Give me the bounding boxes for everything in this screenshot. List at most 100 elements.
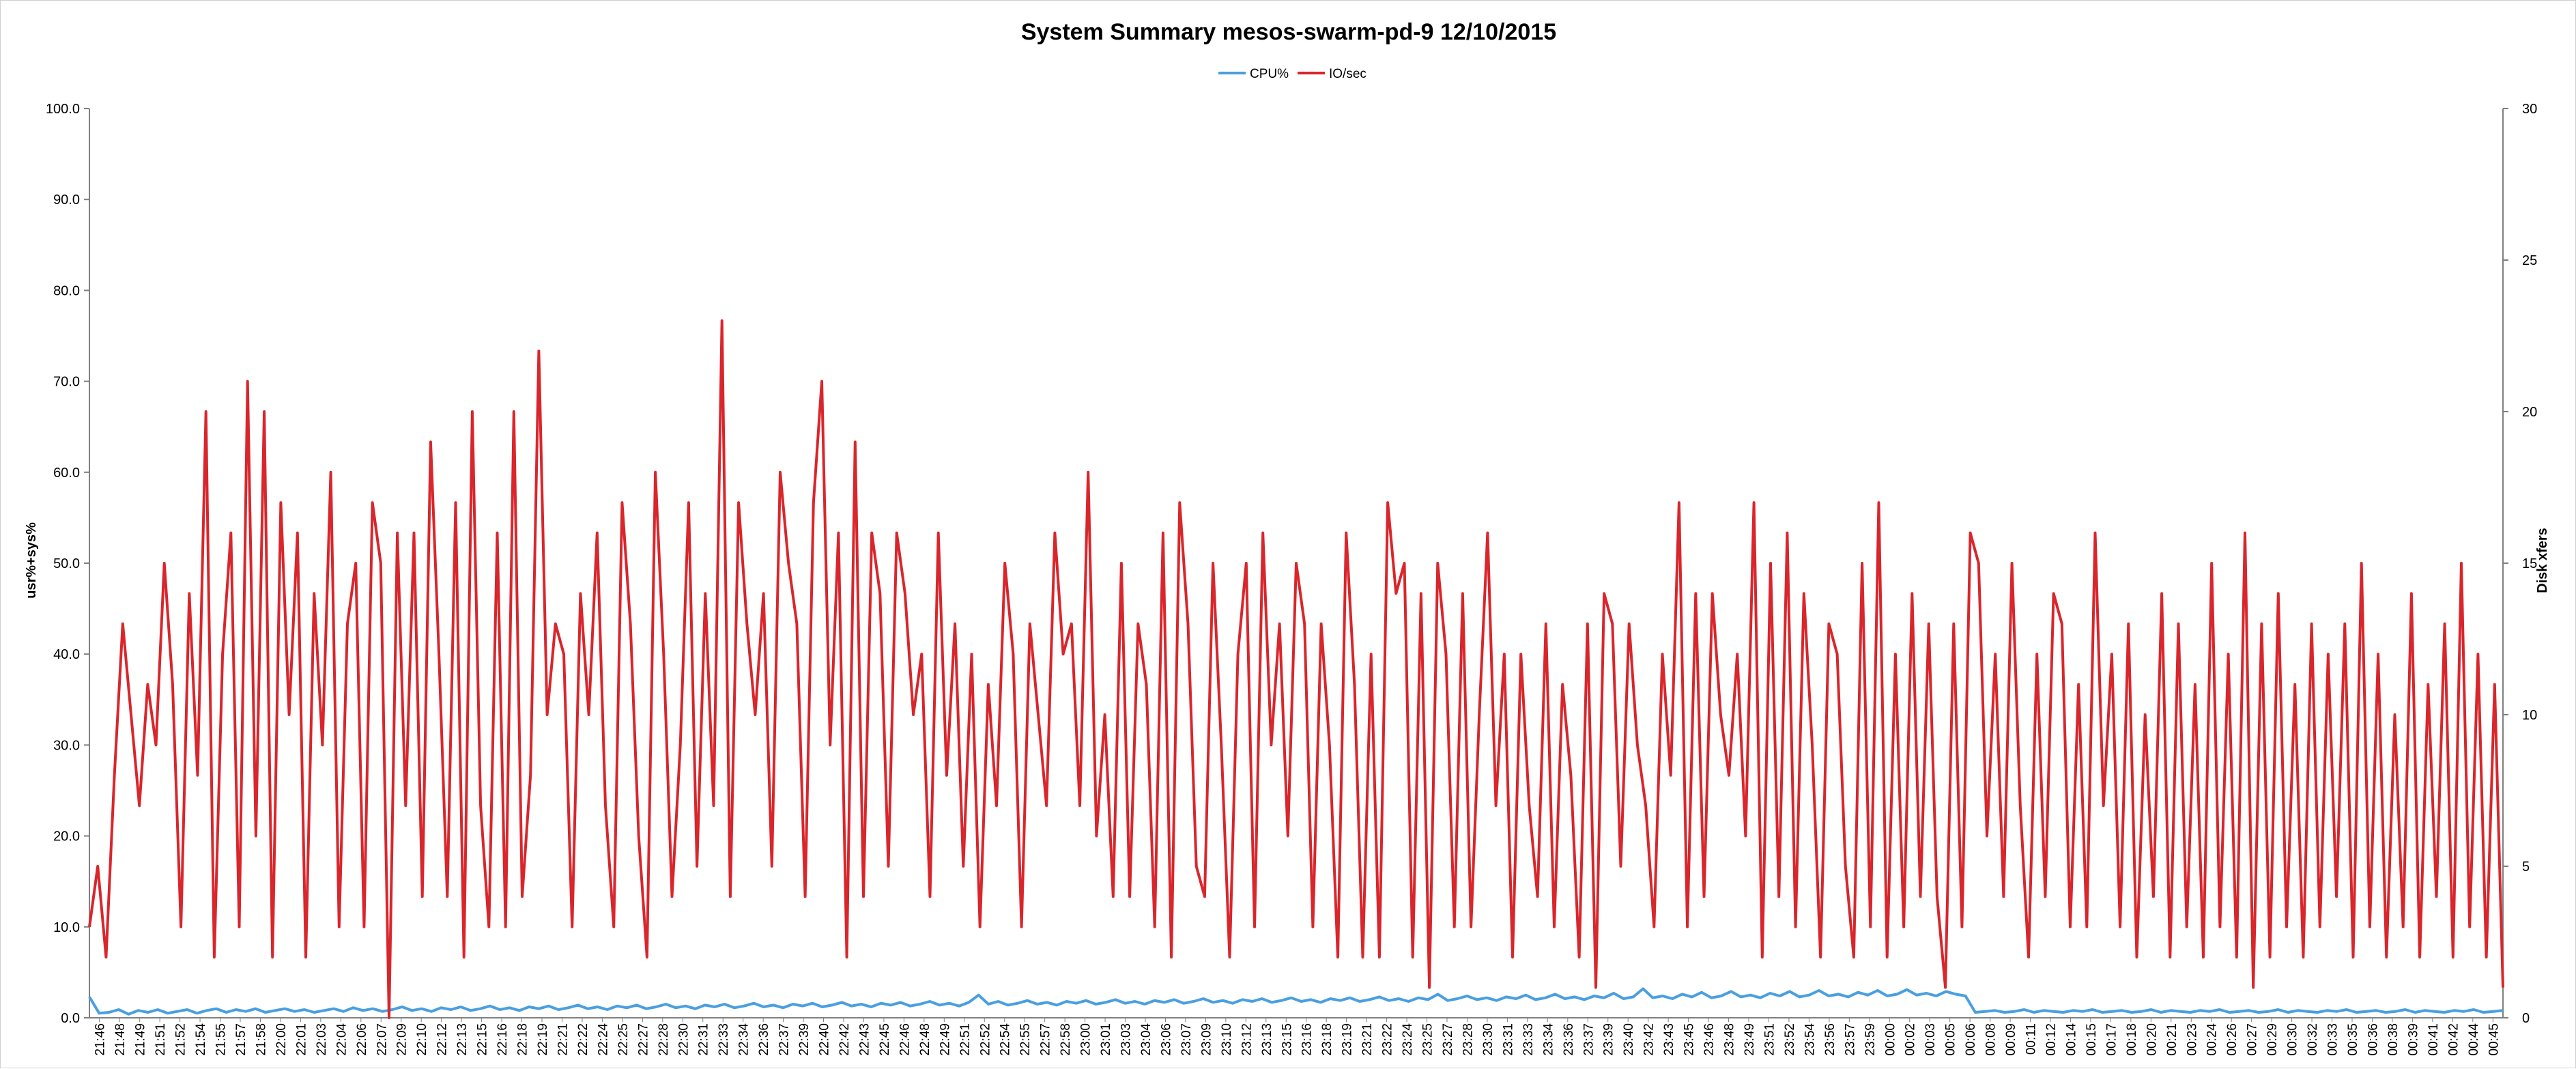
x-tick-label: 23:12 xyxy=(1240,1023,1254,1056)
x-tick-label: 22:39 xyxy=(797,1023,812,1056)
x-tick-label: 23:56 xyxy=(1823,1023,1837,1056)
y-left-tick-label: 60.0 xyxy=(53,466,80,481)
x-tick-label: 00:39 xyxy=(2406,1023,2420,1056)
x-tick-label: 23:59 xyxy=(1863,1023,1878,1056)
x-tick-label: 00:41 xyxy=(2427,1023,2441,1056)
x-tick-label: 23:40 xyxy=(1622,1023,1636,1056)
x-tick-label: 22:19 xyxy=(536,1023,550,1056)
x-tick-label: 23:16 xyxy=(1300,1023,1315,1056)
x-tick-label: 23:10 xyxy=(1220,1023,1234,1056)
x-tick-label: 00:03 xyxy=(1923,1023,1938,1056)
y-left-tick-label: 30.0 xyxy=(53,738,80,753)
legend-io-label: IO/sec xyxy=(1329,67,1366,81)
series-line-cpu xyxy=(88,987,2504,1016)
x-tick-label: 22:04 xyxy=(334,1023,349,1056)
x-tick-label: 00:00 xyxy=(1883,1023,1898,1056)
x-tick-label: 22:34 xyxy=(737,1023,752,1056)
x-tick-label: 22:40 xyxy=(818,1023,832,1056)
x-tick-label: 00:20 xyxy=(2145,1023,2159,1056)
x-tick-label: 22:54 xyxy=(999,1023,1013,1056)
x-tick-label: 22:31 xyxy=(697,1023,711,1056)
x-tick-label: 00:17 xyxy=(2104,1023,2119,1056)
x-tick-label: 22:46 xyxy=(898,1023,912,1056)
x-tick-label: 23:09 xyxy=(1199,1023,1214,1056)
x-tick-label: 23:39 xyxy=(1602,1023,1616,1056)
x-tick-label: 22:13 xyxy=(455,1023,470,1056)
x-tick-label: 21:57 xyxy=(234,1023,248,1056)
x-tick-label: 00:33 xyxy=(2326,1023,2341,1056)
x-tick-label: 23:57 xyxy=(1843,1023,1857,1056)
x-tick-label: 00:42 xyxy=(2446,1023,2461,1056)
legend: CPU% IO/sec xyxy=(1218,67,1366,81)
x-tick-label: 00:09 xyxy=(2004,1023,2018,1056)
x-tick-label: 00:36 xyxy=(2366,1023,2380,1056)
x-tick-label: 23:00 xyxy=(1079,1023,1093,1056)
x-tick-label: 23:18 xyxy=(1320,1023,1334,1056)
x-tick-label: 22:22 xyxy=(576,1023,590,1056)
x-tick-label: 00:18 xyxy=(2125,1023,2139,1056)
x-tick-label: 22:30 xyxy=(676,1023,691,1056)
x-tick-label: 21:51 xyxy=(154,1023,168,1056)
x-tick-label: 23:06 xyxy=(1159,1023,1173,1056)
x-tick-label: 22:27 xyxy=(636,1023,650,1056)
x-tick-label: 00:08 xyxy=(1984,1023,1999,1056)
x-tick-label: 23:34 xyxy=(1541,1023,1556,1056)
x-tick-label: 00:21 xyxy=(2165,1023,2179,1056)
x-tick-label: 00:30 xyxy=(2286,1023,2300,1056)
x-tick-label: 00:35 xyxy=(2346,1023,2360,1056)
y-axis-left-label: usr%+sys% xyxy=(24,522,39,599)
x-tick-label: 23:03 xyxy=(1119,1023,1134,1056)
x-tick-label: 22:01 xyxy=(294,1023,309,1056)
x-tick-label: 22:25 xyxy=(616,1023,631,1056)
x-tick-label: 00:14 xyxy=(2064,1023,2078,1056)
x-tick-label: 00:06 xyxy=(1964,1023,1978,1056)
x-tick-label: 23:51 xyxy=(1762,1023,1777,1056)
x-tick-label: 23:19 xyxy=(1341,1023,1355,1056)
x-tick-label: 22:10 xyxy=(415,1023,429,1056)
x-tick-label: 22:43 xyxy=(857,1023,872,1056)
x-tick-label: 23:46 xyxy=(1702,1023,1717,1056)
x-tick-label: 00:27 xyxy=(2246,1023,2260,1056)
x-tick-label: 23:04 xyxy=(1139,1023,1154,1056)
series-line-io xyxy=(88,319,2504,1019)
x-tick-label: 23:49 xyxy=(1743,1023,1757,1056)
x-tick-label: 00:26 xyxy=(2225,1023,2239,1056)
x-tick-label: 00:38 xyxy=(2386,1023,2401,1056)
x-tick-label: 00:12 xyxy=(2044,1023,2059,1056)
chart-title: System Summary mesos-swarm-pd-9 12/10/20… xyxy=(1021,19,1556,45)
x-tick-label: 22:00 xyxy=(274,1023,289,1056)
x-tick-label: 23:43 xyxy=(1662,1023,1676,1056)
x-tick-label: 22:07 xyxy=(375,1023,389,1056)
plot-area: 0.0 10.0 20.0 30.0 40.0 50.0 60.0 70.0 80.0 90.0 1… xyxy=(46,102,2537,1056)
x-tick-label: 22:21 xyxy=(556,1023,570,1056)
y-left-tick-label: 40.0 xyxy=(53,647,80,662)
x-tick-label: 22:55 xyxy=(1018,1023,1033,1056)
y-left-tick-label: 50.0 xyxy=(53,556,80,571)
x-tick-label: 00:23 xyxy=(2185,1023,2199,1056)
x-tick-label: 22:42 xyxy=(838,1023,852,1056)
x-tick-label: 23:45 xyxy=(1683,1023,1697,1056)
x-tick-label: 22:16 xyxy=(496,1023,510,1056)
x-tick-label: 22:09 xyxy=(395,1023,410,1056)
x-tick-label: 21:54 xyxy=(194,1023,208,1056)
y-left-tick-label: 20.0 xyxy=(53,829,80,844)
x-tick-label: 23:01 xyxy=(1099,1023,1113,1056)
x-tick-label: 22:28 xyxy=(657,1023,671,1056)
x-tick-label: 23:54 xyxy=(1803,1023,1817,1056)
x-tick-label: 22:45 xyxy=(878,1023,892,1056)
x-tick-label: 00:05 xyxy=(1944,1023,1958,1056)
x-tick-label: 23:48 xyxy=(1723,1023,1737,1056)
x-tick-label: 23:37 xyxy=(1582,1023,1596,1056)
x-tick-label: 23:27 xyxy=(1441,1023,1455,1056)
x-tick-label: 22:58 xyxy=(1059,1023,1073,1056)
x-tick-label: 23:25 xyxy=(1421,1023,1435,1056)
x-tick-label: 22:33 xyxy=(717,1023,731,1056)
x-tick-label: 22:12 xyxy=(435,1023,450,1056)
x-tick-label: 22:52 xyxy=(978,1023,992,1056)
x-tick-label: 22:37 xyxy=(777,1023,792,1056)
x-tick-label: 00:11 xyxy=(2024,1023,2039,1055)
y-right-tick-label: 0 xyxy=(2522,1011,2530,1026)
x-tick-label: 22:51 xyxy=(958,1023,973,1056)
